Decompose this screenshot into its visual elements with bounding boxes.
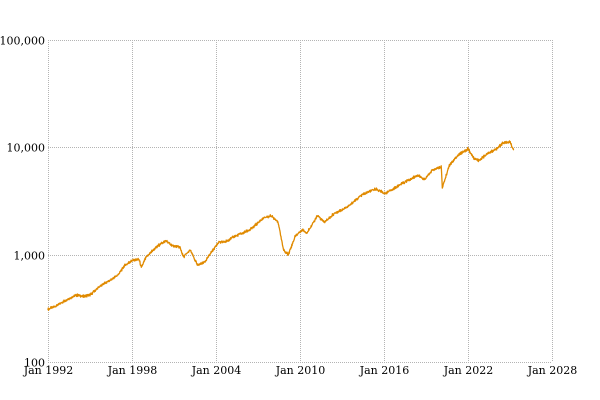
x-tick-label: Jan 2010 — [275, 364, 326, 377]
y-tick-label: 100,000 — [0, 35, 45, 48]
series-layer — [47, 140, 515, 311]
y-tick-label: 1,000 — [14, 250, 46, 263]
series-line — [47, 140, 515, 311]
x-tick-label: Jan 2028 — [527, 364, 578, 377]
y-axis: 100 1,000 10,000 100,000 — [0, 35, 45, 370]
x-tick-label: Jan 2004 — [191, 364, 242, 377]
x-tick-label: Jan 2016 — [359, 364, 410, 377]
x-axis: Jan 1992 Jan 1998 Jan 2004 Jan 2010 Jan 2016… — [23, 364, 578, 377]
grid — [48, 40, 553, 363]
y-tick-label: 10,000 — [7, 142, 46, 155]
x-tick-label: Jan 1998 — [107, 364, 158, 377]
x-tick-label: Jan 1992 — [23, 364, 74, 377]
x-tick-label: Jan 2022 — [443, 364, 494, 377]
y-tick-label: 100 — [24, 357, 45, 370]
